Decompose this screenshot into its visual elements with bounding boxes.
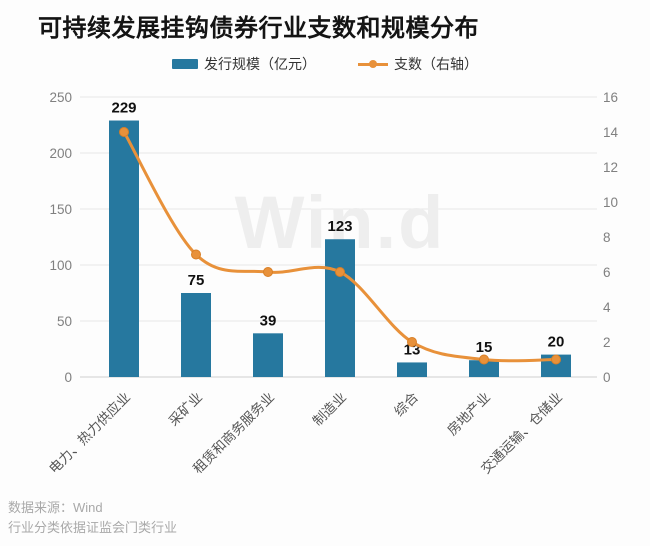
bar-value-label: 229: [111, 100, 136, 117]
right-axis-tick-label: 16: [603, 90, 618, 105]
line-marker: [479, 354, 489, 365]
right-axis-tick-label: 14: [603, 125, 619, 140]
bar-value-label: 75: [188, 272, 205, 289]
line-marker: [263, 267, 273, 277]
x-axis-category-label: 租赁和商务服务业: [190, 390, 277, 477]
bar-swatch-icon: [172, 59, 198, 69]
legend-label-line: 支数（右轴）: [394, 56, 478, 72]
left-axis-tick-label: 0: [64, 370, 72, 385]
right-axis-tick-label: 6: [603, 265, 611, 280]
bar-value-label: 123: [327, 218, 352, 235]
bar: [181, 293, 211, 377]
line-marker: [407, 337, 417, 347]
bar-value-label: 39: [260, 312, 277, 329]
bar: [397, 362, 427, 377]
x-axis-category-label: 制造业: [310, 390, 349, 429]
left-axis-tick-label: 250: [49, 90, 72, 105]
classification-note-text: 行业分类依据证监会门类行业: [8, 520, 178, 535]
bar: [253, 333, 283, 377]
line-marker: [335, 267, 345, 277]
x-axis-category-label: 综合: [391, 389, 421, 419]
legend-item-bar: 发行规模（亿元）: [172, 54, 316, 74]
legend-item-line: 支数（右轴）: [358, 54, 478, 74]
bar: [325, 239, 355, 377]
legend-label-bar: 发行规模（亿元）: [204, 56, 316, 72]
right-axis-tick-label: 12: [603, 160, 618, 175]
bar: [109, 120, 139, 378]
left-axis-tick-label: 150: [49, 202, 72, 217]
left-axis-tick-label: 50: [57, 314, 72, 329]
legend: 发行规模（亿元） 支数（右轴）: [0, 54, 650, 74]
right-axis-tick-label: 10: [603, 195, 618, 210]
data-source-text: 数据来源：Wind: [8, 500, 103, 515]
right-axis-tick-label: 2: [603, 335, 611, 350]
left-axis-tick-label: 100: [49, 258, 72, 273]
x-axis-category-label: 房地产业: [444, 390, 493, 439]
x-axis-category-label: 电力、热力供应业: [45, 389, 133, 477]
right-axis-tick-label: 8: [603, 230, 611, 245]
right-axis-tick-label: 0: [603, 370, 611, 385]
line-marker: [551, 354, 561, 365]
chart-title: 可持续发展挂钩债券行业支数和规模分布: [38, 15, 479, 42]
bar: [469, 360, 499, 377]
right-axis-tick-label: 4: [603, 300, 611, 315]
footer: 数据来源：Wind 行业分类依据证监会门类行业: [8, 498, 177, 538]
bar-value-label: 20: [548, 334, 565, 351]
line-marker: [191, 249, 201, 260]
left-axis-tick-label: 200: [49, 146, 72, 161]
line-marker: [119, 127, 129, 137]
x-axis-category-label: 采矿业: [166, 390, 205, 429]
line-swatch-icon: [358, 59, 388, 69]
bar-value-label: 15: [476, 339, 493, 356]
